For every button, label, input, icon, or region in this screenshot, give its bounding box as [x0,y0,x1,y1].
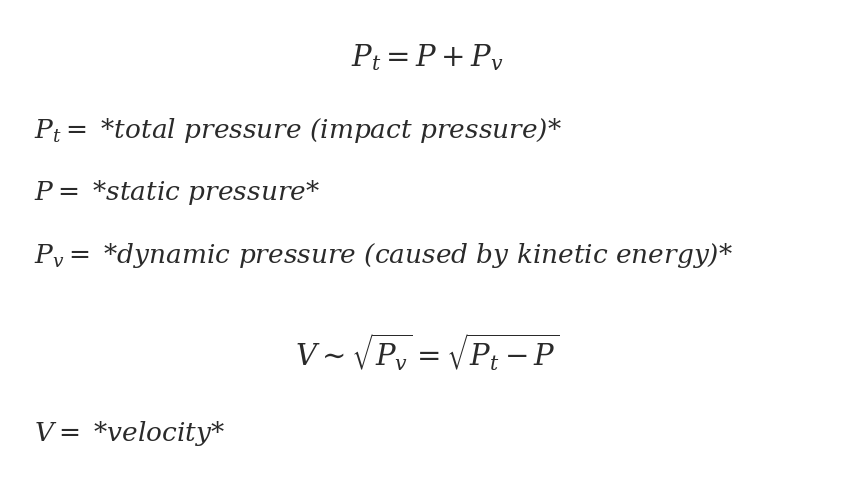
Text: $P_t = P + P_v$: $P_t = P + P_v$ [351,42,504,73]
Text: $P = $ *static pressure*: $P = $ *static pressure* [34,178,321,207]
Text: $P_v = $ *dynamic pressure (caused by kinetic energy)*: $P_v = $ *dynamic pressure (caused by ki… [34,241,734,270]
Text: $V{\sim}\sqrt{P_v} = \sqrt{P_t - P}$: $V{\sim}\sqrt{P_v} = \sqrt{P_t - P}$ [295,331,560,373]
Text: $P_t = $ *total pressure (impact pressure)*: $P_t = $ *total pressure (impact pressur… [34,116,562,145]
Text: $V = $ *velocity*: $V = $ *velocity* [34,419,225,448]
